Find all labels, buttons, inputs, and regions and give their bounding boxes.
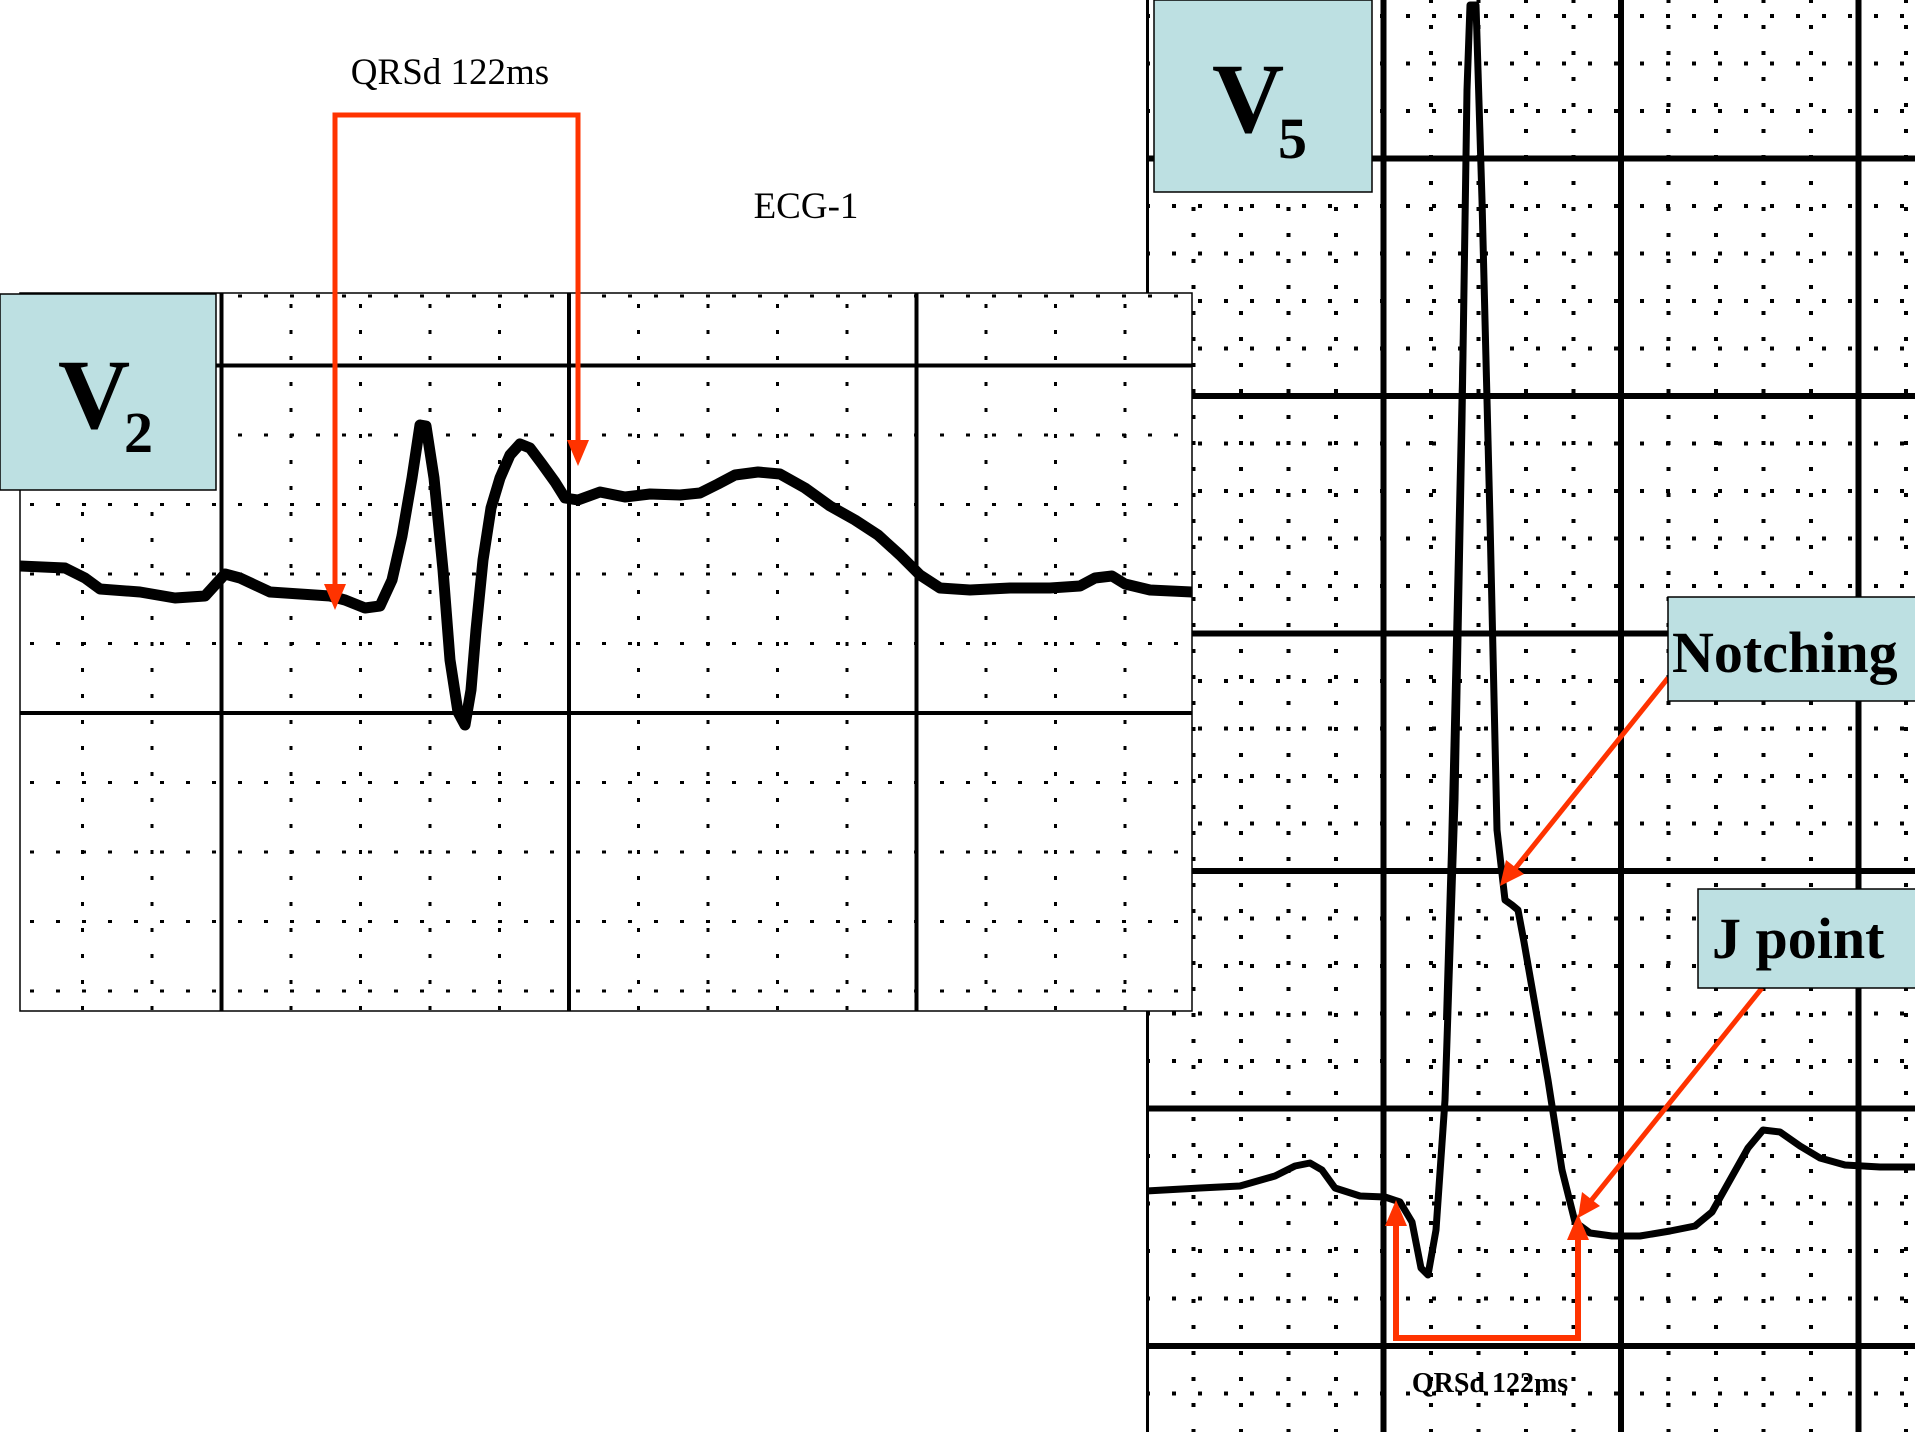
notching-arrow-line bbox=[1512, 676, 1670, 872]
v2-lead-letter: V bbox=[58, 339, 130, 450]
v5-trace-double-stroke bbox=[1443, 4, 1472, 1021]
jpoint-callout: J point bbox=[1697, 888, 1915, 989]
v5-qrs-end-arrowhead bbox=[1567, 1214, 1589, 1240]
v5-qrs-onset-arrowhead bbox=[1385, 1200, 1407, 1226]
notching-callout: Notching bbox=[1667, 596, 1915, 702]
jpoint-arrowhead bbox=[1578, 1192, 1600, 1218]
v5-ecg-trace bbox=[1146, 1, 1915, 1279]
v2-lead-label-box bbox=[0, 293, 217, 491]
v5-lead-label: V 5 bbox=[1153, 0, 1373, 193]
notching-arrowhead bbox=[1500, 860, 1524, 886]
v2-lead-number: 2 bbox=[124, 400, 153, 465]
v2-qrs-end-arrowhead bbox=[567, 440, 589, 466]
figure-label: ECG-1 bbox=[754, 186, 859, 227]
v2-qrs-annotation bbox=[324, 112, 589, 610]
jpoint-label: J point bbox=[1712, 906, 1885, 971]
v2-lead-label: V 2 bbox=[0, 293, 217, 491]
notching-label: Notching bbox=[1672, 620, 1898, 685]
v5-qrs-annotation bbox=[1385, 1200, 1589, 1341]
v5-lead-letter: V bbox=[1212, 43, 1284, 154]
jpoint-pointer bbox=[1578, 986, 1764, 1218]
v5-qrs-bracket bbox=[1393, 1218, 1581, 1341]
jpoint-arrow-line bbox=[1588, 986, 1764, 1204]
v5-lead-number: 5 bbox=[1278, 106, 1307, 171]
v2-qrs-duration-label: QRSd 122ms bbox=[351, 52, 549, 93]
v5-panel bbox=[1146, 0, 1915, 1432]
v5-strip-background bbox=[1146, 0, 1915, 1432]
v2-ecg-trace bbox=[20, 419, 1192, 731]
v5-lead-label-box bbox=[1153, 0, 1373, 193]
v2-qrs-onset-arrowhead bbox=[324, 584, 346, 610]
notching-pointer bbox=[1500, 676, 1670, 886]
v2-panel bbox=[19, 292, 1193, 1012]
notching-label-box bbox=[1667, 596, 1915, 702]
v5-qrs-duration-label: QRSd 122ms bbox=[1412, 1368, 1568, 1399]
jpoint-label-box bbox=[1697, 888, 1915, 989]
v2-qrs-bracket bbox=[332, 112, 581, 600]
